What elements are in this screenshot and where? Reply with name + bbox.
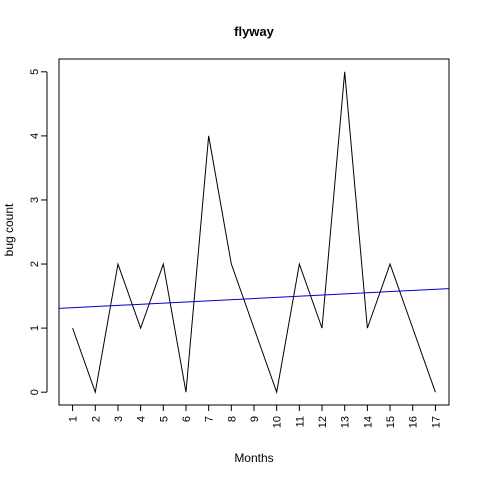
x-tick-label: 4	[136, 416, 148, 422]
y-tick-label: 1	[29, 325, 41, 331]
y-axis: 0 1 2 3 4 5	[29, 69, 48, 395]
y-tick-label: 0	[29, 389, 41, 395]
y-tick-label: 2	[29, 261, 41, 267]
x-tick-label: 15	[385, 416, 397, 428]
x-tick-label: 3	[113, 416, 125, 422]
y-tick-label: 3	[29, 197, 41, 203]
trend-line	[58, 288, 450, 309]
x-tick-label: 11	[294, 416, 306, 427]
y-axis-label: bug count	[2, 203, 16, 256]
x-tick-label: 2	[90, 416, 102, 422]
y-tick-label: 5	[29, 69, 41, 75]
x-tick-label: 13	[340, 416, 352, 428]
x-tick-label: 5	[158, 416, 170, 422]
x-tick-label: 12	[317, 416, 329, 428]
chart-title: flyway	[234, 24, 275, 39]
trend-layer	[58, 288, 450, 309]
x-tick-label: 8	[226, 416, 238, 422]
x-axis-label: Months	[234, 451, 273, 465]
x-tick-label: 17	[430, 416, 442, 428]
series-layer	[72, 71, 436, 395]
x-tick-label: 1	[68, 416, 80, 422]
y-tick-label: 4	[29, 133, 41, 139]
x-axis: 1 2 3 4 5 6 7 8 9 10 11 12 13 14 15 16 17	[68, 404, 442, 428]
x-tick-label: 6	[181, 416, 193, 422]
x-tick-label: 7	[204, 416, 216, 422]
x-tick-label: 16	[408, 416, 420, 428]
x-tick-label: 10	[272, 416, 284, 428]
x-tick-label: 9	[249, 416, 261, 422]
series-line	[72, 71, 436, 395]
plot-frame	[58, 58, 450, 406]
x-tick-label: 14	[362, 416, 374, 428]
